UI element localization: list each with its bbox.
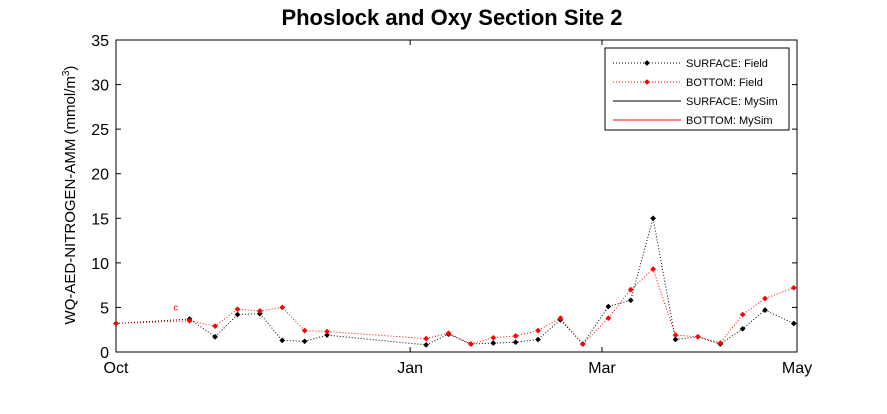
data-point <box>234 306 241 313</box>
data-point <box>605 315 612 322</box>
y-axis-label-main: WQ-AED-NITROGEN-AMM (mmol/m <box>62 76 79 324</box>
data-point <box>605 303 612 310</box>
annotation-layer: c <box>174 302 179 312</box>
data-point <box>212 333 219 340</box>
data-point <box>212 323 219 330</box>
data-point <box>279 337 286 344</box>
x-tick-label: May <box>782 360 812 377</box>
x-tick-label: Jan <box>397 360 423 377</box>
legend-label: SURFACE: MySim <box>686 96 778 108</box>
data-point <box>512 339 519 346</box>
y-tick-label: 10 <box>91 256 109 273</box>
data-point <box>739 311 746 318</box>
y-tick-label: 30 <box>91 78 109 95</box>
data-point <box>113 320 119 327</box>
y-tick-label: 15 <box>91 211 109 228</box>
data-point <box>324 328 330 335</box>
legend-label: BOTTOM: Field <box>686 77 763 89</box>
y-axis-label-close: ) <box>62 66 79 71</box>
data-point <box>256 308 263 314</box>
legend-label: SURFACE: Field <box>686 58 768 70</box>
data-point <box>557 315 564 322</box>
data-point <box>717 340 724 347</box>
data-point <box>790 284 797 291</box>
legend-label: BOTTOM: MySim <box>686 115 773 127</box>
x-axis: Oct Jan Mar May <box>104 40 812 377</box>
data-point <box>423 341 430 348</box>
data-point <box>694 333 701 340</box>
legend-entries: SURFACE: Field BOTTOM: Field SURFACE: MySi… <box>613 58 778 127</box>
data-point <box>512 333 519 339</box>
data-point <box>186 317 193 324</box>
data-point <box>301 327 308 334</box>
y-tick-label: 25 <box>91 122 109 139</box>
data-point <box>467 341 474 347</box>
data-point <box>535 327 541 334</box>
data-point <box>762 295 768 302</box>
x-tick-label: Oct <box>104 360 129 377</box>
data-point <box>490 334 497 341</box>
data-point <box>301 338 308 345</box>
x-tick-label: Mar <box>588 360 616 377</box>
data-point <box>234 311 241 318</box>
data-point <box>445 330 452 337</box>
data-point <box>672 332 679 339</box>
y-axis-label-superscript: 3 <box>61 70 72 76</box>
data-point <box>324 332 330 339</box>
data-point <box>627 297 634 304</box>
data-point <box>423 335 430 342</box>
data-point <box>490 340 497 347</box>
legend-box <box>604 47 790 131</box>
legend: SURFACE: Field BOTTOM: Field SURFACE: MySi… <box>604 47 790 131</box>
data-point <box>650 266 657 273</box>
data-point <box>627 286 634 293</box>
legend-marker <box>644 60 650 66</box>
data-point <box>790 320 797 327</box>
y-tick-label: 0 <box>100 345 109 362</box>
y-tick-label: 5 <box>100 300 109 317</box>
series-layer <box>113 215 797 348</box>
y-tick-label: 35 <box>91 33 109 50</box>
data-point <box>579 341 586 347</box>
y-tick-label: 20 <box>91 167 109 184</box>
data-point <box>672 336 679 343</box>
data-point <box>650 215 657 222</box>
data-point <box>762 307 768 314</box>
chart-title: Phoslock and Oxy Section Site 2 <box>281 5 622 30</box>
legend-marker <box>644 79 650 85</box>
data-point <box>535 336 541 343</box>
y-axis: 0 5 10 15 20 25 30 35 <box>91 33 797 362</box>
data-point <box>739 325 746 332</box>
chart-annotation: c <box>174 302 179 312</box>
y-axis-label: WQ-AED-NITROGEN-AMM (mmol/m3) <box>61 66 79 325</box>
data-point <box>279 304 286 311</box>
